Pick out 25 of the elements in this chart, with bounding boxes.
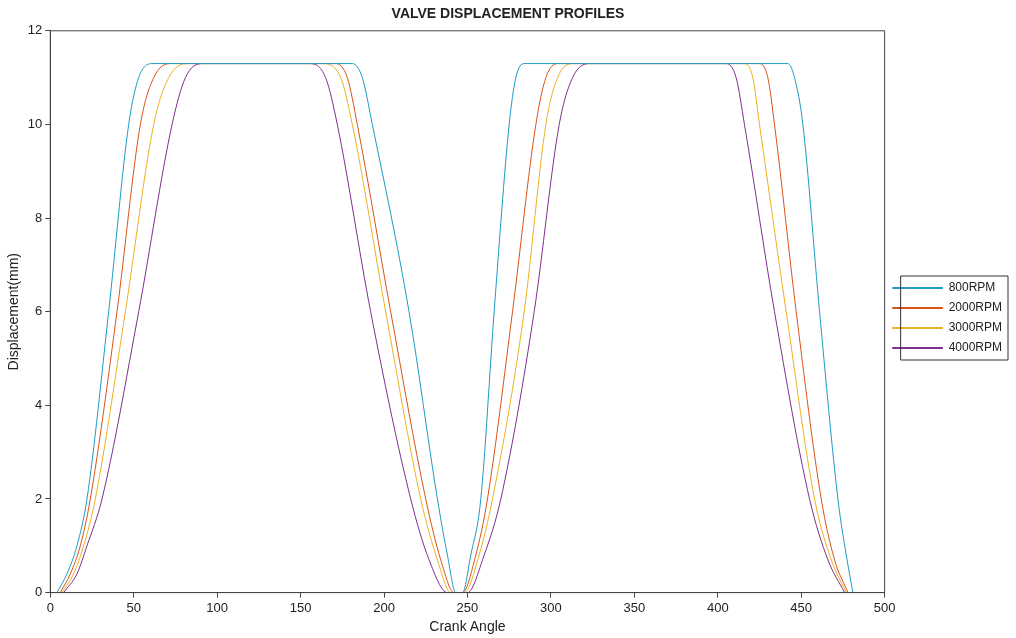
x-tick-label: 300: [540, 599, 562, 615]
y-tick-label: 0: [35, 584, 43, 600]
legend-label: 800RPM: [948, 280, 996, 295]
y-tick-label: 6: [35, 303, 43, 319]
x-tick-label: 100: [206, 599, 228, 615]
x-tick-label: 150: [289, 599, 312, 615]
x-tick-label: 50: [126, 599, 141, 615]
y-tick-label: 10: [27, 116, 43, 132]
legend-label: 3000RPM: [948, 320, 1003, 335]
x-tick-label: 350: [623, 599, 646, 615]
legend-label: 4000RPM: [948, 340, 1003, 355]
x-tick-label: 250: [456, 599, 479, 615]
chart-title: VALVE DISPLACEMENT PROFILES: [391, 5, 625, 22]
legend-label: 2000RPM: [948, 300, 1003, 315]
x-tick-label: 500: [873, 599, 896, 615]
x-tick-label: 450: [790, 599, 813, 615]
x-tick-label: 200: [373, 599, 395, 615]
y-tick-label: 2: [35, 490, 43, 506]
y-tick-label: 8: [35, 209, 43, 225]
x-axis-title: Crank Angle: [429, 618, 506, 635]
y-tick-label: 12: [27, 22, 43, 38]
y-tick-label: 4: [35, 396, 43, 412]
x-tick-label: 400: [706, 599, 729, 615]
x-tick-label: 0: [46, 599, 54, 615]
y-axis-title: Displacement(mm): [5, 252, 22, 371]
